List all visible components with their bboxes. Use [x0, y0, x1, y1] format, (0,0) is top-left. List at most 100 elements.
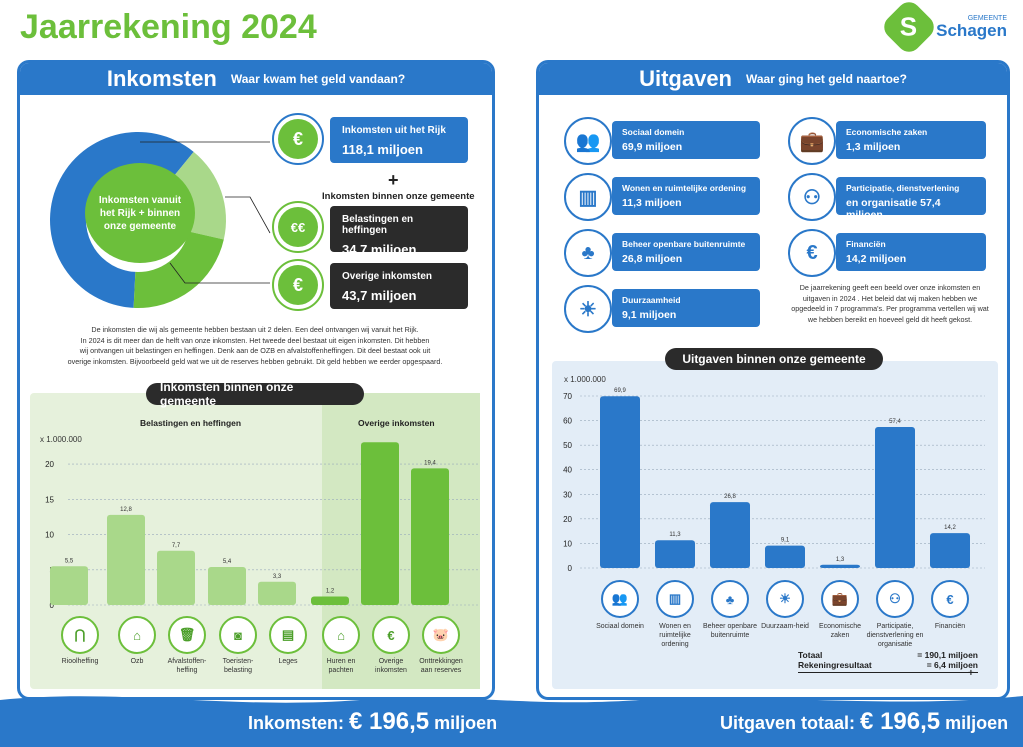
expense-y-tick: 0: [568, 564, 573, 573]
piggy-bank-icon-circle: 🐷: [422, 616, 460, 654]
income-bar-value-label: 3,3: [273, 574, 282, 580]
trash-bin-icon-circle: 🗑: [168, 616, 206, 654]
expense-category-label: Financiën: [934, 623, 966, 630]
income-category-label: Overige inkomsten: [375, 658, 407, 674]
income-bar: [208, 566, 246, 605]
solar-panel-icon-circle: ☀: [766, 580, 804, 618]
expenses-title: Uitgaven: [639, 66, 732, 91]
expense-item-label: Economische zaken: [846, 127, 928, 137]
totaal-label: Totaal: [798, 650, 823, 660]
expense-item-box: Wonen en ruimtelijke ordening 11,3 miljoe…: [612, 177, 760, 215]
donut-slice: [133, 231, 224, 308]
expense-y-tick: 60: [563, 417, 572, 426]
income-rijk-label: Inkomsten uit het Rijk: [342, 125, 446, 136]
expenses-paragraph-line: uitgaven in 2024 . Het beleid dat wij ma…: [802, 293, 978, 303]
expenses-chart-title: Uitgaven binnen onze gemeente: [665, 348, 883, 370]
income-overig-label: Overige inkomsten: [342, 271, 433, 282]
trash-bin-icon: 🗑: [178, 627, 196, 642]
people-icon: 👥: [575, 130, 601, 153]
logo-small-text: GEMEENTE: [967, 15, 1007, 22]
expense-category-label: Beheer openbare buitenruimte: [702, 623, 758, 639]
tree-icon-circle: ♣: [564, 229, 612, 277]
coins-icon-circle: €: [372, 616, 410, 654]
page-title: Jaarrekening 2024: [20, 8, 317, 46]
expense-category-label: Duurzaam-heid: [761, 623, 809, 630]
expense-item-label: Wonen en ruimtelijke ordening: [622, 183, 747, 193]
income-y-tick: 15: [45, 495, 54, 504]
income-chart-unit: x 1.000.000: [40, 435, 82, 444]
income-bar: [411, 468, 449, 605]
expense-item-label: Participatie, dienstverlening: [846, 183, 960, 193]
expense-item-value: 1,3 miljoen: [846, 141, 901, 153]
people-icon-circle: 👥: [564, 117, 612, 165]
resultaat-label: Rekeningresultaat: [798, 660, 872, 670]
buildings-icon: ▥: [668, 591, 682, 606]
income-paragraph-line: overige inkomsten. Bijvoorbeeld geld wat…: [67, 356, 443, 366]
people-icon-circle: 👥: [601, 580, 639, 618]
income-bar-value-label: 5,4: [223, 559, 232, 565]
income-bar-value-label: 12,8: [120, 507, 132, 513]
expense-item-label: Sociaal domein: [622, 127, 685, 137]
network-icon-circle: ⚇: [876, 580, 914, 618]
expense-item-label: Financiën: [846, 239, 886, 249]
donut-center-badge: Inkomsten vanuit het Rijk + binnen onze …: [85, 163, 195, 263]
briefcase-icon-circle: 💼: [788, 117, 836, 165]
income-bar-value-label: 5,5: [65, 558, 74, 564]
income-group1-title: Belastingen en heffingen: [140, 418, 242, 428]
expenses-subtitle: Waar ging het geld naartoe?: [746, 72, 907, 86]
income-paragraph: De inkomsten die wij als gemeente hebben…: [40, 325, 470, 367]
network-icon: ⚇: [889, 591, 901, 606]
expense-bar-value-label: 9,1: [781, 538, 790, 544]
donut-slice: [50, 132, 194, 308]
tree-icon: ♣: [581, 241, 595, 264]
expense-item-value: 26,8 miljoen: [622, 253, 683, 265]
expense-y-tick: 30: [563, 490, 572, 499]
income-belasting-value: 34,7 miljoen: [342, 242, 417, 257]
expense-item-box: Sociaal domein 69,9 miljoen: [612, 121, 760, 159]
totals-plus: +: [968, 668, 974, 679]
buildings-icon: ▥: [578, 186, 598, 209]
income-bar-value-label: 19,4: [424, 460, 436, 466]
solar-panel-icon: ☀: [779, 591, 791, 606]
income-bar-value-label: 7,7: [172, 543, 181, 549]
income-category-label: Onttrekkingen aan reserves: [419, 658, 463, 674]
camera-icon: ◙: [234, 627, 242, 643]
network-icon-circle: ⚇: [788, 173, 836, 221]
income-paragraph-line: wij ontvangen uit belastingen en heffing…: [79, 346, 431, 355]
expense-item-value: 69,9 miljoen: [622, 141, 683, 153]
house-icon: ⌂: [133, 627, 141, 643]
expense-bar: [655, 540, 695, 568]
logo-name: Schagen: [936, 21, 1007, 40]
expense-y-tick: 40: [563, 466, 572, 475]
expenses-paragraph: De jaarrekening geeft een beeld over onz…: [790, 283, 990, 325]
expense-y-tick: 10: [563, 539, 572, 548]
expense-bar-value-label: 69,9: [614, 388, 626, 394]
camera-icon-circle: ◙: [219, 616, 257, 654]
expense-bar: [930, 533, 970, 568]
expense-category-label: Sociaal domein: [596, 623, 644, 630]
footer-wave: [0, 696, 1023, 747]
income-category-label: Leges: [278, 658, 298, 665]
income-belasting-label: Belastingen en heffingen: [342, 214, 414, 236]
income-bar: [107, 514, 145, 605]
income-category-label: Afvalstoffen-heffing: [167, 658, 207, 674]
banknotes-icon-circle: €€: [272, 201, 324, 253]
expense-bar: [875, 426, 915, 568]
expenses-paragraph-line: opgedeeld in 7 programma's. Per programm…: [791, 304, 989, 313]
expense-item-label: Duurzaamheid: [622, 295, 681, 305]
income-paragraph-line: In 2024 is dit meer dan de helft van onz…: [80, 335, 430, 345]
expense-bar-value-label: 57,4: [889, 419, 901, 425]
income-category-label: Huren en pachten: [326, 658, 356, 674]
coins-icon: €: [946, 591, 954, 607]
income-bar: [50, 566, 88, 605]
income-overig-box: Overige inkomsten 43,7 miljoen: [330, 263, 468, 309]
expense-item-box: Duurzaamheid 9,1 miljoen: [612, 289, 760, 327]
income-subtitle: Waar kwam het geld vandaan?: [230, 72, 406, 86]
income-bar-chart: 051015205,512,87,75,43,31,223,119,4: [45, 440, 478, 610]
municipality-logo: S GEMEENTE Schagen: [879, 0, 1007, 57]
expenses-chart-unit: x 1.000.000: [564, 375, 606, 384]
house-icon-circle: ⌂: [118, 616, 156, 654]
briefcase-icon: 💼: [831, 591, 849, 606]
expense-bar: [600, 396, 640, 568]
riool-icon-circle: ⋂: [61, 616, 99, 654]
